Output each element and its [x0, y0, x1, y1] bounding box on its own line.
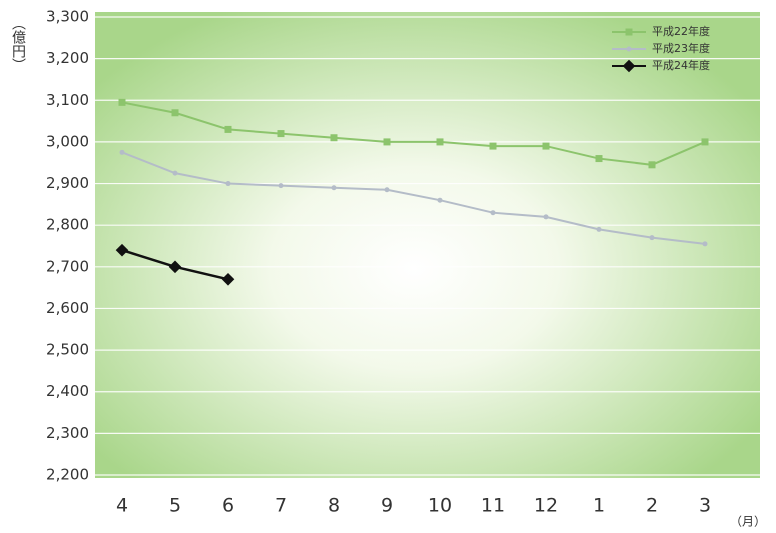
marker [648, 161, 656, 169]
marker [622, 59, 636, 73]
y-tick-label: 2,600 [46, 299, 89, 317]
marker [542, 142, 550, 150]
marker [225, 181, 231, 187]
x-tick-label: 4 [116, 495, 128, 517]
marker [701, 138, 709, 146]
marker [168, 260, 182, 274]
x-tick-label: 12 [534, 495, 558, 517]
y-tick-label: 2,800 [46, 216, 89, 234]
x-tick-label: 1 [593, 495, 605, 517]
x-tick-label: 8 [328, 495, 340, 517]
marker [277, 130, 285, 138]
marker [278, 183, 284, 189]
x-tick-label: 6 [222, 495, 234, 517]
x-tick-label: 9 [381, 495, 393, 517]
marker [224, 125, 232, 133]
marker [384, 187, 390, 193]
marker [626, 46, 632, 52]
legend-label: 平成22年度 [652, 24, 710, 38]
marker [489, 142, 497, 150]
x-tick-label: 5 [169, 495, 181, 517]
marker [625, 28, 633, 36]
y-tick-label: 3,300 [46, 8, 89, 26]
series-line [121, 101, 706, 166]
x-axis-label: （月） [730, 515, 766, 529]
marker [543, 214, 549, 220]
marker [171, 109, 179, 117]
y-tick-label: 3,200 [46, 49, 89, 67]
x-tick-label: 7 [275, 495, 287, 517]
marker [437, 197, 443, 203]
x-tick-label: 2 [646, 495, 658, 517]
x-tick-label: 10 [428, 495, 452, 517]
series-line [121, 151, 706, 245]
marker [115, 243, 129, 257]
y-tick-label: 2,300 [46, 424, 89, 442]
marker [331, 185, 337, 191]
marker [490, 210, 496, 216]
marker [649, 235, 655, 241]
y-tick-label: 2,900 [46, 174, 89, 192]
y-tick-label: 3,100 [46, 91, 89, 109]
marker [221, 273, 235, 286]
marker [118, 98, 126, 106]
x-tick-label: 3 [699, 495, 711, 517]
plot-background [95, 12, 760, 478]
y-tick-label: 2,400 [46, 382, 89, 400]
y-axis-label: （億円） [10, 16, 26, 72]
y-tick-label: 2,500 [46, 341, 89, 359]
y-tick-label: 3,000 [46, 132, 89, 150]
legend-label: 平成24年度 [652, 58, 710, 72]
marker [330, 134, 338, 142]
y-tick-label: 2,700 [46, 257, 89, 275]
marker [436, 138, 444, 146]
marker [596, 226, 602, 232]
legend-label: 平成23年度 [652, 41, 710, 55]
marker [595, 155, 603, 163]
marker [172, 170, 178, 176]
y-tick-label: 2,200 [46, 466, 89, 484]
marker [119, 149, 125, 155]
x-tick-label: 11 [481, 495, 505, 517]
marker [702, 241, 708, 247]
marker [383, 138, 391, 146]
